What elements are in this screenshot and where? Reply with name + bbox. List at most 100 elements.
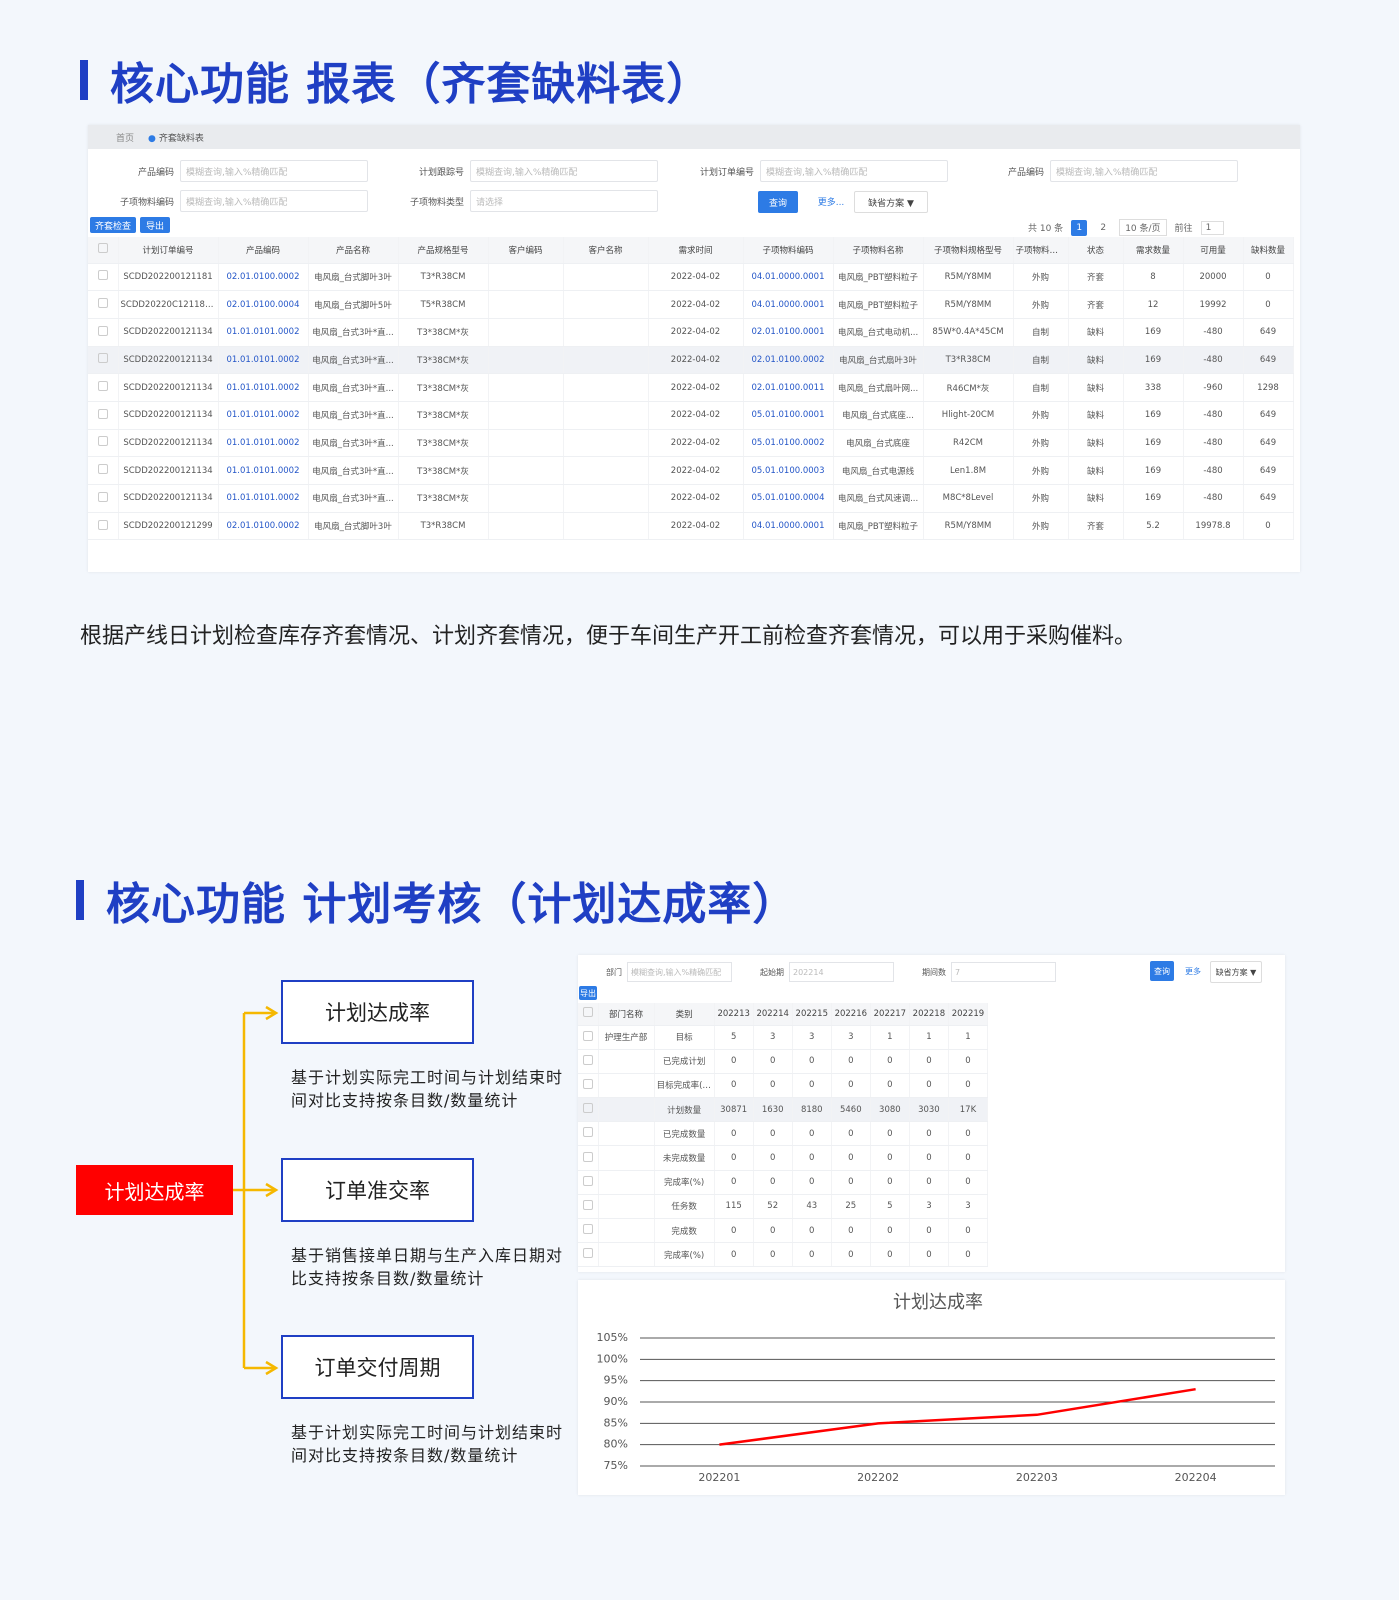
row-checkbox[interactable] [578,1025,599,1050]
row-checkbox[interactable] [88,429,119,458]
table-cell: 0 [909,1073,949,1099]
row-checkbox[interactable] [578,1121,599,1147]
y-tick-label: 80% [604,1438,628,1451]
table-cell: 2022-04-02 [648,318,744,347]
select-all[interactable] [88,237,119,264]
row-checkbox[interactable] [578,1097,599,1123]
table-cell: 0 [753,1170,793,1195]
table-cell: 已完成数量 [654,1121,715,1147]
table-row: SCDD202200121134 01.01.0101.0002 电风扇_台式3叶*… [88,484,1294,513]
row-checkbox[interactable] [578,1145,599,1171]
filter-field: 子项物料编码 模糊查询,输入%精确匹配 [88,189,378,213]
y-tick-label: 90% [604,1395,628,1408]
filter-input[interactable]: 模糊查询,输入%精确匹配 [1050,160,1238,182]
export-button[interactable]: 导出 [579,986,597,1000]
row-checkbox[interactable] [88,263,119,292]
page-button[interactable]: 2 [1100,222,1107,233]
table-cell: 3 [831,1025,871,1050]
table-cell: 169 [1123,456,1184,485]
column-header: 子项物料编码 [743,237,834,264]
row-checkbox[interactable] [578,1170,599,1195]
table-cell [598,1049,655,1074]
query-button[interactable]: 查询 [1150,961,1174,981]
row-checkbox[interactable] [578,1218,599,1244]
table-cell: 0 [948,1073,989,1099]
page-button[interactable]: 1 [1071,219,1088,236]
table-cell: 电风扇_台式3叶*直... [308,484,399,513]
table-cell: 02.01.0100.0004 [218,290,309,319]
filter-field: 产品编码 模糊查询,输入%精确匹配 [958,159,1248,183]
table-cell: 1 [909,1025,949,1050]
table-cell: 0 [792,1121,832,1147]
table-cell: 0 [792,1242,832,1268]
filter-field: 计划跟踪号 模糊查询,输入%精确匹配 [378,159,668,183]
row-checkbox[interactable] [88,318,119,347]
table-cell: 计划数量 [654,1097,715,1123]
tab[interactable]: 齐套缺料表 [148,131,204,144]
export-button[interactable]: 导出 [140,217,170,233]
filter-input[interactable]: 7 [951,962,1056,982]
page-size[interactable]: 10 条/页 [1119,219,1167,236]
shortage-table: 计划订单编号 产品编码 产品名称 产品规格型号 客户编码 客户名称 需求时间 子项物料编码 子项… [88,237,1294,541]
more-button[interactable]: 更多... [817,197,845,208]
row-checkbox[interactable] [88,373,119,402]
filter-input[interactable]: 请选择 [470,190,658,212]
root-node: 计划达成率 [76,1165,233,1215]
table-cell: 52 [753,1194,793,1220]
row-checkbox[interactable] [578,1242,599,1268]
column-header: 需求时间 [648,237,744,264]
filter-input[interactable]: 模糊查询,输入%精确匹配 [470,160,658,182]
table-cell: 0 [831,1121,871,1147]
table-cell: 3 [948,1194,989,1220]
row-checkbox[interactable] [88,484,119,513]
table-cell: 缺料 [1068,456,1124,485]
table-cell: 0 [792,1049,832,1074]
table-cell: 0 [753,1049,793,1074]
table-cell: 外购 [1013,263,1069,292]
column-header: 202219 [948,1003,989,1026]
query-button[interactable]: 查询 [758,191,798,213]
table-cell: 2022-04-02 [648,401,744,430]
filter-input[interactable]: 模糊查询,输入%精确匹配 [760,160,948,182]
table-cell: 0 [753,1218,793,1244]
scheme-select[interactable]: 缺省方案 ▼ [854,191,928,213]
table-cell [598,1218,655,1244]
table-cell: 2022-04-02 [648,346,744,375]
row-checkbox[interactable] [88,401,119,430]
table-cell: 169 [1123,429,1184,458]
filter-input[interactable]: 模糊查询,输入%精确匹配 [180,190,368,212]
select-all[interactable] [578,1003,599,1026]
scheme-select[interactable]: 缺省方案 ▼ [1210,961,1262,983]
table-cell: 电风扇_台式3叶*直... [308,456,399,485]
filter-label: 计划跟踪号 [418,167,464,178]
table-cell: 43 [792,1194,832,1220]
table-cell: 0 [909,1121,949,1147]
row-checkbox[interactable] [578,1194,599,1220]
row-checkbox[interactable] [88,290,119,319]
column-header: 类别 [654,1003,715,1026]
table-cell: 3 [909,1194,949,1220]
filter-input[interactable]: 模糊查询,输入%精确匹配 [180,160,368,182]
row-checkbox[interactable] [578,1073,599,1099]
filter-input[interactable]: 202214 [789,962,894,982]
tab[interactable]: 首页 [116,133,135,144]
column-header: 部门名称 [598,1003,655,1026]
table-cell: 169 [1123,401,1184,430]
check-button[interactable]: 齐套检查 [90,217,136,233]
row-checkbox[interactable] [88,512,119,541]
table-cell: 电风扇_台式底座 [833,429,924,458]
row-checkbox[interactable] [88,346,119,375]
row-checkbox[interactable] [88,456,119,485]
table-cell: 0 [909,1242,949,1268]
row-checkbox[interactable] [578,1049,599,1074]
more-button[interactable]: 更多 [1185,966,1201,976]
table-cell: 169 [1123,484,1184,513]
table-cell: 0 [870,1218,910,1244]
goto-input[interactable]: 1 [1200,220,1225,235]
table-cell: 02.01.0100.0011 [743,373,834,402]
filter-label: 起始期 [760,967,784,977]
filter-input[interactable]: 模糊查询,输入%精确匹配 [627,962,732,982]
table-cell: 04.01.0000.0001 [743,290,834,319]
table-cell: 01.01.0101.0002 [218,429,309,458]
table-cell: 缺料 [1068,401,1124,430]
